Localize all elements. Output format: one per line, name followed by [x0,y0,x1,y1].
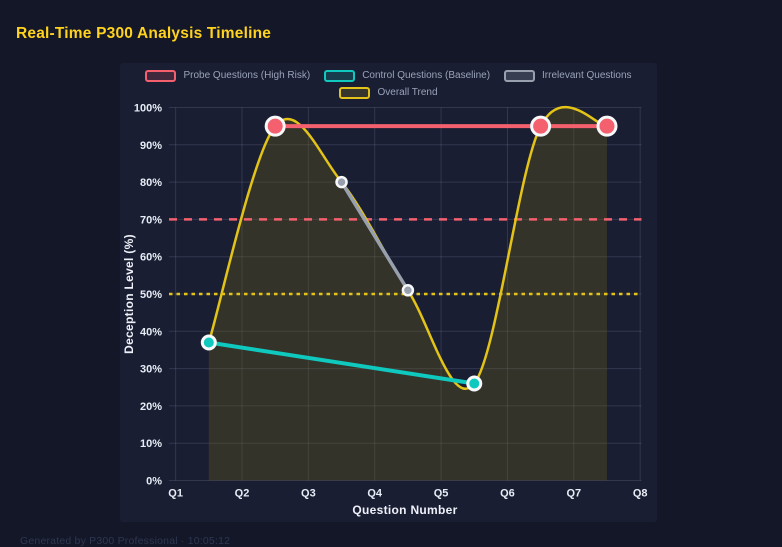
x-tick-label: Q7 [566,488,581,500]
x-tick-label: Q3 [301,488,316,500]
data-point[interactable] [466,375,483,392]
y-tick-label: 80% [140,177,162,189]
legend-item[interactable]: Control Questions (Baseline) [324,70,490,82]
x-tick-label: Q8 [633,488,648,500]
data-point[interactable] [401,284,415,297]
legend-swatch-icon [504,70,536,82]
y-tick-label: 10% [140,438,162,450]
data-point[interactable] [596,115,618,137]
legend-row: Probe Questions (High Risk) Control Quest… [145,70,632,82]
y-tick-label: 30% [140,364,162,376]
legend-item[interactable]: Overall Trend [339,87,438,99]
y-tick-label: 100% [134,103,162,115]
legend-label: Overall Trend [377,87,438,98]
legend-swatch-icon [145,70,177,82]
data-point[interactable] [335,175,348,189]
plot-generated: 0% 10% 20% 30% 40% 50% 60% 70% 80% 90% 100% Q1 Q2 Q3 Q… [134,103,648,500]
irrelevant-questions-line [339,180,410,293]
y-tick-label: 20% [140,401,162,413]
x-tick-label: Q5 [434,488,449,500]
legend-label: Irrelevant Questions [542,70,632,81]
x-tick-label: Q6 [500,488,515,500]
legend-label: Control Questions (Baseline) [362,70,491,81]
y-tick-label: 50% [140,289,162,301]
data-point[interactable] [200,334,217,351]
chart-panel: Probe Questions (High Risk) Control Quest… [120,63,657,522]
legend-swatch-icon [324,70,356,82]
y-tick-label: 40% [140,326,162,338]
legend-label: Probe Questions (High Risk) [183,70,311,81]
y-tick-label: 90% [140,140,162,152]
y-tick-label: 70% [140,214,162,226]
x-axis-title: Question Number [352,503,457,517]
page-title: Real-Time P300 Analysis Timeline [16,25,272,42]
y-tick-label: 60% [140,252,162,264]
y-tick-label: 0% [146,476,162,488]
timeline-chart[interactable]: 0% 10% 20% 30% 40% 50% 60% 70% 80% 90% 100% Q1 Q2 Q3 Q… [120,63,657,522]
footer-note: Generated by P300 Professional · 10:05:1… [20,535,231,547]
data-point[interactable] [530,115,552,137]
legend-item[interactable]: Probe Questions (High Risk) [145,70,310,82]
control-questions-baseline--line [206,340,477,386]
x-tick-label: Q1 [168,488,183,500]
chart-legend: Probe Questions (High Risk) Control Quest… [120,70,657,99]
y-axis-title: Deception Level (%) [122,234,136,354]
legend-swatch-icon [339,87,371,99]
data-point[interactable] [264,115,286,137]
x-tick-label: Q4 [367,488,383,500]
legend-row: Overall Trend [339,87,438,99]
legend-item[interactable]: Irrelevant Questions [504,70,632,82]
x-tick-label: Q2 [235,488,250,500]
